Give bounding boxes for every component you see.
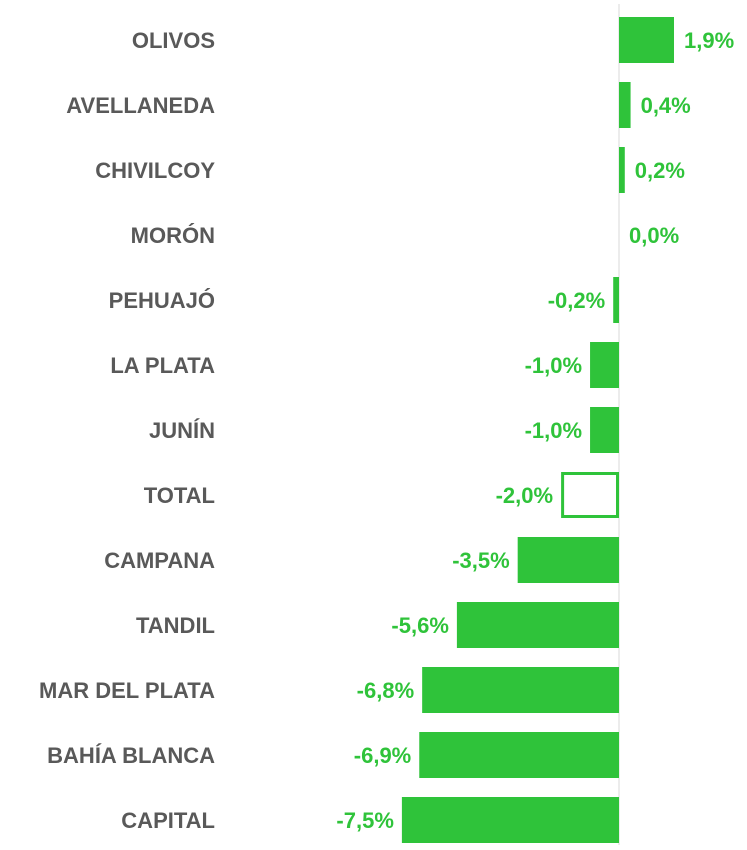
value-label: -0,2% [548,288,605,313]
category-label: PEHUAJÓ [109,288,215,313]
category-label: JUNÍN [149,418,215,443]
category-label: AVELLANEDA [66,93,215,118]
bar [419,732,619,778]
value-label: -1,0% [525,418,582,443]
bar [619,147,625,193]
value-label: -3,5% [452,548,509,573]
category-label: MORÓN [131,223,215,248]
value-label: -1,0% [525,353,582,378]
value-label: -5,6% [391,613,448,638]
category-label: CAMPANA [104,548,215,573]
bar [401,797,619,843]
value-label: -2,0% [496,483,553,508]
category-label: CAPITAL [121,808,215,833]
bar [590,342,619,388]
bar [590,407,619,453]
bar [456,602,619,648]
bar [619,17,674,63]
bar [422,667,619,713]
category-label: OLIVOS [132,28,215,53]
value-label: 1,9% [684,28,734,53]
bar [517,537,619,583]
bar [619,82,631,128]
value-label: 0,4% [641,93,691,118]
category-label: MAR DEL PLATA [39,678,215,703]
bar [561,472,620,518]
category-label: TANDIL [136,613,215,638]
value-label: 0,2% [635,158,685,183]
value-label: 0,0% [629,223,679,248]
category-label: BAHÍA BLANCA [47,743,215,768]
value-label: -7,5% [336,808,393,833]
category-label: CHIVILCOY [95,158,215,183]
category-label: TOTAL [144,483,215,508]
bar [613,277,619,323]
value-label: -6,8% [357,678,414,703]
value-label: -6,9% [354,743,411,768]
category-label: LA PLATA [110,353,215,378]
